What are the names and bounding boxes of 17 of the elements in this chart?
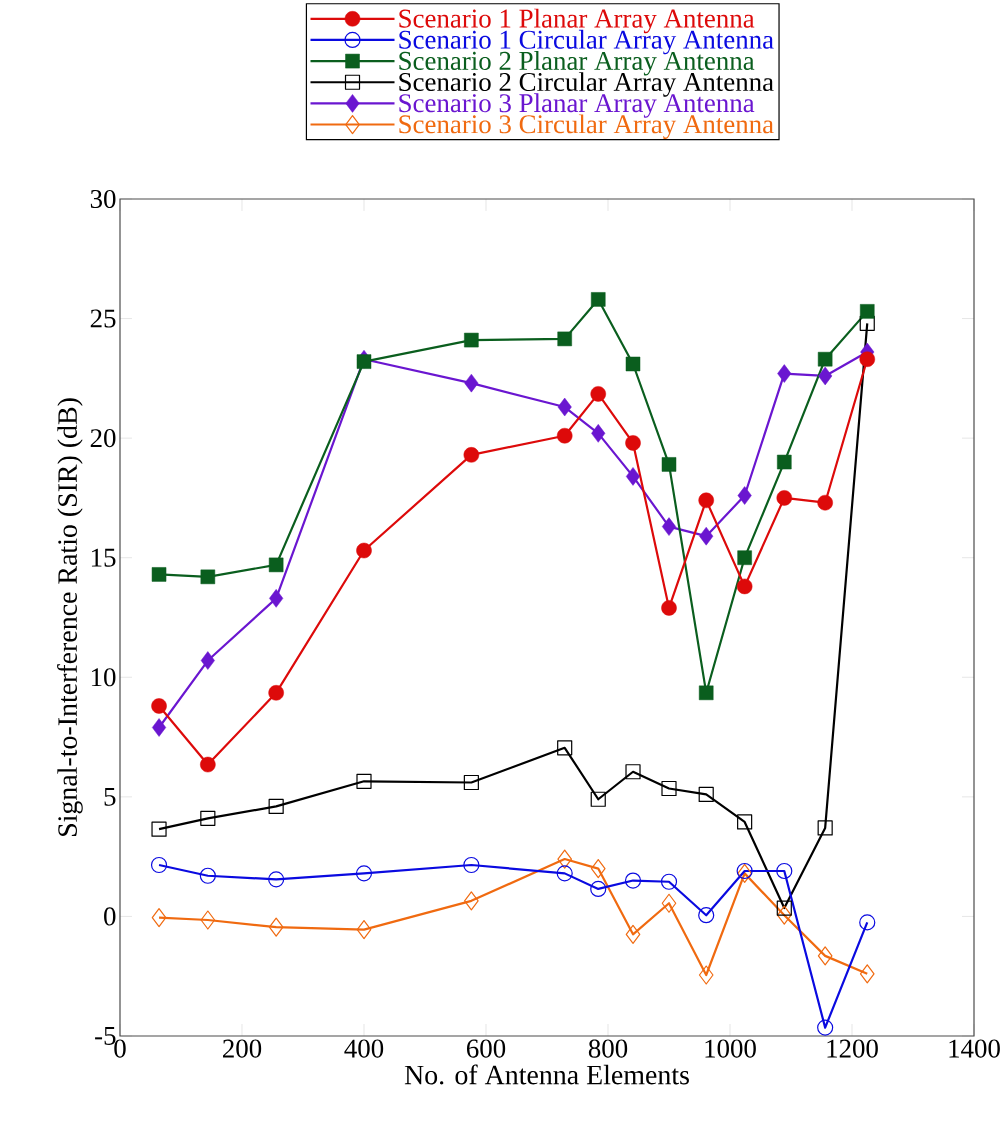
x-tick-label: 200 [223, 1039, 262, 1058]
x-tick-label: 1400 [949, 1039, 1000, 1058]
x-axis-title: No. of Antenna Elements [404, 1064, 689, 1085]
x-tick-label: 600 [466, 1039, 506, 1058]
y-tick-label: 10 [91, 668, 116, 687]
y-tick-label: 15 [91, 548, 116, 567]
y-tick-label: 0 [104, 907, 116, 926]
y-tick-label: 20 [90, 429, 116, 448]
y-tick-label: 30 [90, 189, 116, 209]
y-tick-label: -5 [95, 1027, 116, 1045]
x-tick-label: 1000 [705, 1039, 756, 1058]
x-tick-label: 1200 [827, 1039, 878, 1058]
y-tick-label: 25 [90, 309, 116, 328]
y-axis-title: Signal-to-Interference Ratio (SIR) (dB) [57, 398, 83, 837]
y-tick-label: 5 [104, 787, 116, 806]
x-tick-label: 800 [588, 1039, 628, 1058]
x-tick-label: 400 [344, 1039, 384, 1058]
